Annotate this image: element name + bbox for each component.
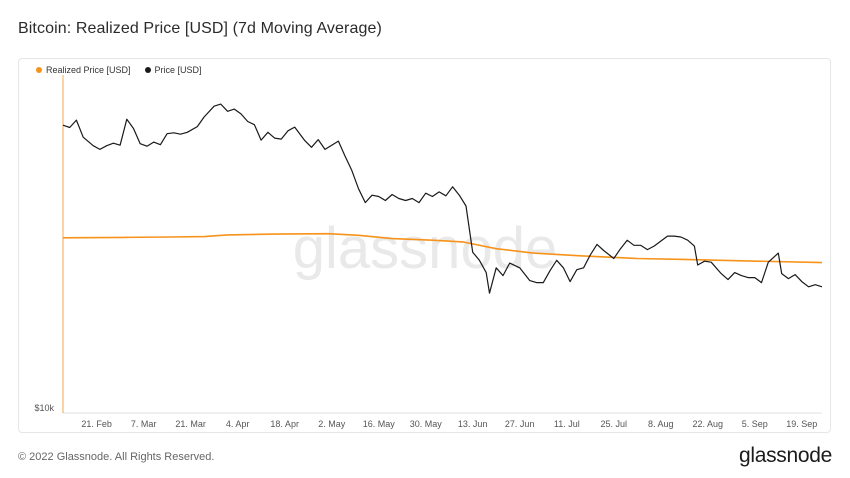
legend-dot-price <box>144 67 151 73</box>
series-line-realized-price[interactable] <box>62 232 823 264</box>
copyright-text: © 2022 Glassnode. All Rights Reserved. <box>18 451 215 463</box>
x-tick-label: 13. Jun <box>458 419 488 429</box>
x-tick-label: 7. Mar <box>131 419 157 429</box>
x-tick-label: 11. Jul <box>554 419 580 429</box>
x-tick-label: 2. May <box>318 419 346 429</box>
chart-title: Bitcoin: Realized Price [USD] (7d Moving… <box>18 20 382 37</box>
chart-legend: Realized Price [USD] Price [USD] <box>36 65 202 75</box>
y-tick-label: $10k <box>34 403 54 413</box>
x-tick-label: 8. Aug <box>648 419 674 429</box>
x-tick-label: 21. Feb <box>81 419 112 429</box>
legend-item-realized-price[interactable]: Realized Price [USD] <box>36 65 131 75</box>
chart-panel <box>18 58 831 433</box>
x-axis: 21. Feb 7. Mar 21. Mar 4. Apr 18. Apr 2. May 1… <box>81 419 817 429</box>
x-tick-label: 18. Apr <box>270 419 299 429</box>
legend-dot-realized-price <box>36 67 42 73</box>
legend-label-price: Price [USD] <box>154 65 202 75</box>
x-tick-label: 4. Apr <box>226 419 250 429</box>
x-tick-label: 21. Mar <box>175 419 206 429</box>
x-tick-label: 16. May <box>363 419 396 429</box>
watermark: glassnode <box>293 216 557 281</box>
x-tick-label: 30. May <box>410 419 443 429</box>
x-tick-label: 19. Sep <box>786 419 817 429</box>
x-tick-label: 5. Sep <box>742 419 768 429</box>
x-tick-label: 22. Aug <box>693 419 724 429</box>
brand-logo[interactable]: glassnode <box>738 444 832 467</box>
series-line-price[interactable] <box>62 103 823 294</box>
legend-label-realized-price: Realized Price [USD] <box>46 65 131 75</box>
legend-item-price[interactable]: Price [USD] <box>144 65 202 75</box>
x-tick-label: 27. Jun <box>505 419 535 429</box>
plot-area <box>62 103 823 294</box>
y-axis: $10k <box>34 75 64 413</box>
x-tick-label: 25. Jul <box>601 419 628 429</box>
